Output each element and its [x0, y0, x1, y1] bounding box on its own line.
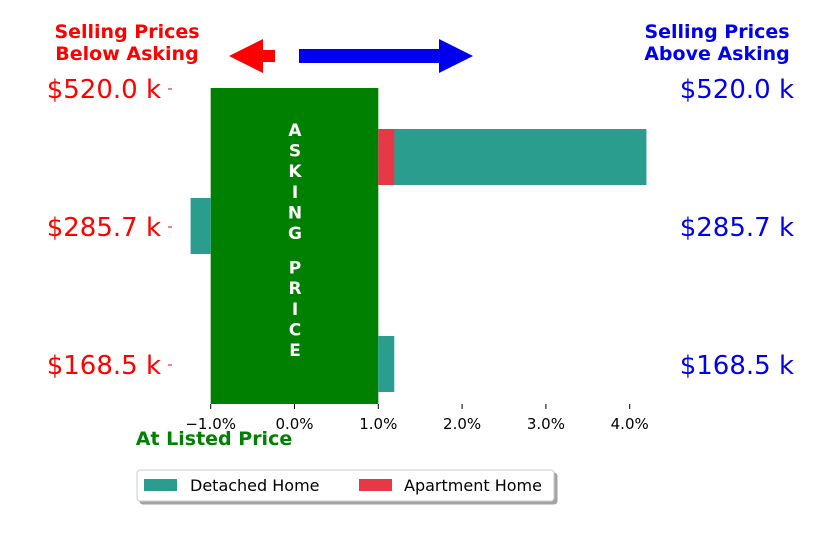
- asking-price-letter: A: [288, 121, 302, 141]
- arrow-left-icon: [229, 39, 275, 73]
- legend-swatch-detached: [144, 479, 177, 491]
- x-tick-label: 1.0%: [359, 415, 397, 433]
- x-tick-label: 0.0%: [275, 415, 313, 433]
- below-asking-title: Selling Prices Below Asking: [54, 21, 199, 65]
- at-listed-price-label: At Listed Price: [136, 428, 292, 450]
- price-labels-left: $520.0 k $285.7 k $168.5 k: [47, 75, 172, 381]
- asking-price-letter: P: [289, 259, 301, 279]
- x-tick-label: −1.0%: [185, 415, 236, 433]
- price-labels-right: $520.0 k $285.7 k $168.5 k: [680, 75, 794, 381]
- asking-price-letter: K: [288, 162, 302, 182]
- asking-price-band: [210, 88, 379, 404]
- price-label-left: $168.5 k: [47, 351, 161, 381]
- bar-detached-home: [378, 129, 647, 185]
- x-tick-label: 2.0%: [443, 415, 481, 433]
- arrow-right-icon: [299, 39, 473, 73]
- legend-label-apartment: Apartment Home: [404, 476, 542, 495]
- price-label-right: $520.0 k: [680, 75, 794, 105]
- x-tick-label: 3.0%: [527, 415, 565, 433]
- price-label-left: $520.0 k: [47, 75, 161, 105]
- price-label-right: $285.7 k: [680, 213, 794, 243]
- asking-price-letter: S: [289, 142, 301, 162]
- asking-price-band-group: [210, 88, 379, 404]
- asking-price-letter: I: [292, 183, 298, 203]
- asking-price-letter: C: [289, 320, 301, 340]
- bar-apartment-home: [378, 129, 395, 185]
- asking-price-letter: G: [288, 224, 302, 244]
- asking-price-letter: I: [292, 300, 298, 320]
- bar-detached-home: [378, 336, 395, 392]
- asking-price-letter: N: [288, 203, 302, 223]
- above-asking-title: Selling Prices Above Asking: [644, 21, 790, 65]
- x-tick-label: 4.0%: [611, 415, 649, 433]
- legend-label-detached: Detached Home: [190, 476, 320, 495]
- asking-price-letter: E: [289, 341, 301, 361]
- legend: Detached Home Apartment Home: [136, 469, 555, 502]
- price-label-right: $168.5 k: [680, 351, 794, 381]
- price-label-left: $285.7 k: [47, 213, 161, 243]
- x-axis-ticks: −1.0% 0.0% 1.0% 2.0% 3.0% 4.0%: [185, 404, 649, 433]
- legend-frame: [136, 469, 555, 502]
- legend-swatch-apartment: [359, 479, 392, 491]
- bar-detached-home: [190, 198, 211, 254]
- bars-group: [190, 129, 647, 392]
- asking-price-letter: R: [288, 279, 301, 299]
